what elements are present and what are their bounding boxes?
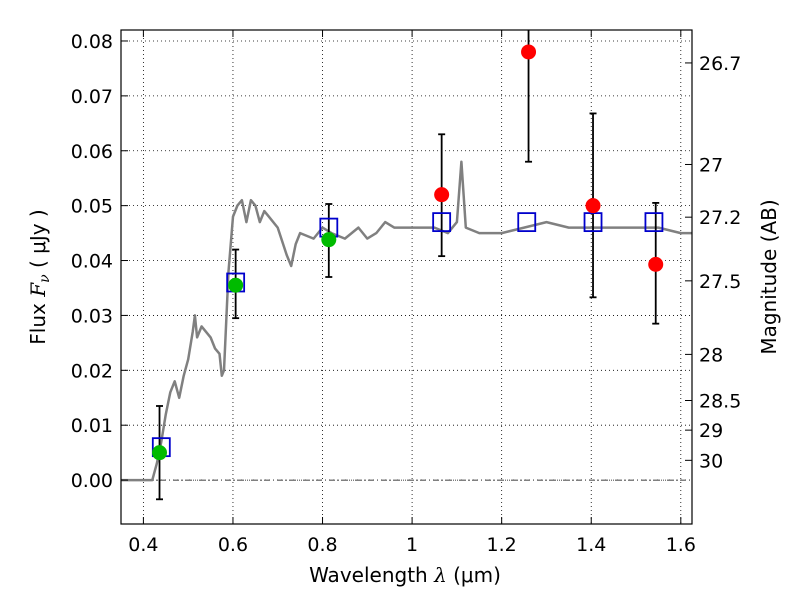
model-spectrum-line [121, 160, 692, 482]
magnitude-axis-label: Magnitude (AB) [757, 199, 781, 354]
x-tick-label: 0.6 [218, 534, 248, 556]
y-tick-label: 0.05 [71, 196, 113, 218]
x-tick-label: 1.4 [576, 534, 606, 556]
ticks [121, 30, 692, 524]
grid [121, 30, 692, 524]
magnitude-tick-label: 27 [699, 154, 723, 176]
y-tick-label: 0.08 [71, 31, 113, 53]
x-tick-label: 0.4 [128, 534, 158, 556]
y-axis-label: Flux Fν ( μJy ) [26, 209, 53, 344]
y-tick-label: 0.03 [71, 305, 113, 327]
x-axis-label: Wavelength λ (μm) [309, 563, 501, 587]
magnitude-tick-label: 26.7 [699, 53, 741, 75]
y-tick-labels: 0.00 0.01 0.02 0.03 0.04 0.05 0.06 0.07 0.08 [71, 31, 113, 492]
detection-point-red [585, 198, 601, 214]
magnitude-tick-label: 27.2 [699, 207, 741, 229]
x-tick-label: 1 [406, 534, 418, 556]
y-tick-label: 0.01 [71, 415, 113, 437]
x-tick-label: 1.2 [487, 534, 517, 556]
detection-point-green [321, 232, 337, 248]
y-tick-label: 0.02 [71, 360, 113, 382]
model-photometry-box [644, 212, 664, 233]
x-tick-labels: 0.4 0.6 0.8 1 1.2 1.4 1.6 [128, 534, 696, 556]
model-photometry-box [432, 212, 452, 233]
y-tick-label: 0.00 [71, 470, 113, 492]
detection-point-green [152, 445, 168, 461]
model-spectrum [121, 160, 692, 482]
y-tick-label: 0.04 [71, 251, 113, 273]
detection-point-red [521, 44, 537, 60]
detection-point-red [648, 256, 664, 272]
x-tick-label: 1.6 [666, 534, 696, 556]
magnitude-tick-label: 28.5 [699, 391, 741, 413]
y-tick-label: 0.06 [71, 141, 113, 163]
y-tick-label: 0.07 [71, 86, 113, 108]
magnitude-tick-label: 29 [699, 420, 723, 442]
x-tick-label: 0.8 [307, 534, 337, 556]
detection-point-red [434, 187, 450, 203]
plot-frame [120, 29, 693, 525]
observed-photometry [152, 44, 664, 461]
error-bars [156, 30, 660, 501]
model-photometry-box [517, 212, 537, 233]
magnitude-tick-label: 27.5 [699, 271, 741, 293]
detection-point-green [228, 277, 244, 293]
magnitude-tick-label: 30 [699, 450, 723, 472]
magnitude-tick-labels: 26.7 27 27.2 27.5 28 28.5 29 30 [699, 53, 741, 472]
magnitude-tick-label: 28 [699, 344, 723, 366]
